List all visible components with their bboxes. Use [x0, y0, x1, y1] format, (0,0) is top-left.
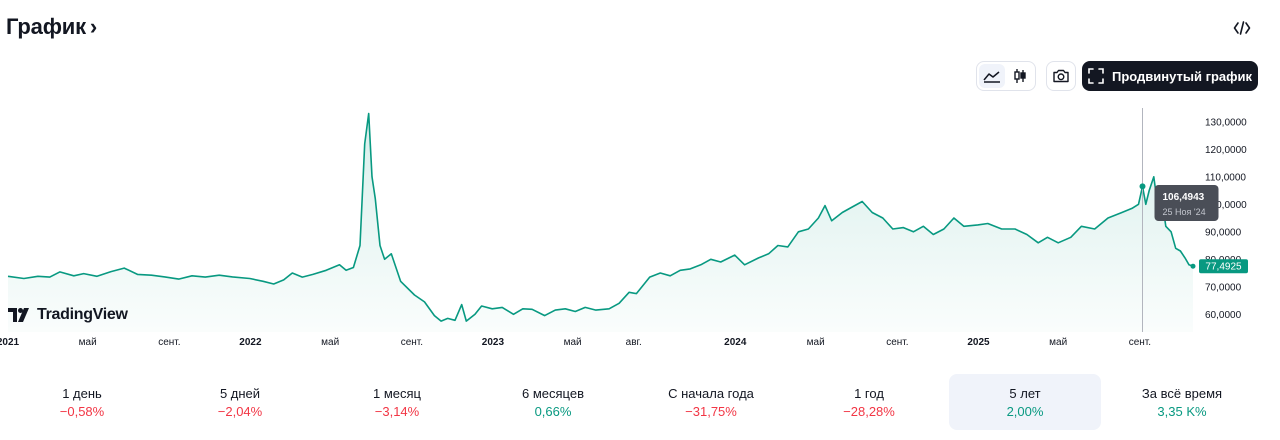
price-area-fill — [8, 113, 1193, 332]
period-label: 5 дней — [219, 386, 261, 401]
x-tick-label: сент. — [886, 337, 908, 348]
last-value-box — [1199, 259, 1248, 274]
x-tick-label: май — [564, 337, 582, 348]
tradingview-logo-icon — [8, 308, 29, 322]
x-tick-label: май — [79, 337, 97, 348]
x-tick-label: 2024 — [724, 337, 747, 348]
period-change: −2,04% — [217, 404, 263, 419]
x-tick-label: май — [1049, 337, 1067, 348]
area-chart-button[interactable] — [979, 64, 1005, 88]
period-tab[interactable]: 6 месяцев 0,66% — [477, 374, 629, 430]
x-tick-label: 2021 — [0, 337, 20, 348]
code-embed-icon — [1233, 21, 1251, 35]
tradingview-logo-text: TradingView — [37, 306, 128, 323]
period-label: 1 месяц — [373, 386, 421, 401]
period-label: 5 лет — [1009, 386, 1041, 401]
camera-icon — [1053, 69, 1069, 83]
period-change: 0,66% — [534, 404, 572, 419]
x-tick-label: 2022 — [239, 337, 262, 348]
y-tick-label: 60,0000 — [1205, 310, 1242, 321]
x-tick-label: авг. — [626, 337, 642, 348]
price-line-path — [7, 112, 1194, 322]
period-label: 6 месяцев — [522, 386, 584, 401]
chart-title-text: График — [6, 14, 86, 39]
tooltip-value: 106,4943 — [1163, 192, 1205, 203]
last-value-text: 77,4925 — [1205, 262, 1242, 273]
x-tick-label: 2023 — [482, 337, 505, 348]
crosshair: 106,4943 25 Ноя '24 — [1139, 108, 1219, 332]
period-tab[interactable]: 5 дней −2,04% — [164, 374, 316, 430]
period-label: 1 день — [62, 386, 102, 401]
candlestick-icon — [1014, 69, 1026, 83]
period-label: За всё время — [1141, 386, 1223, 401]
period-change: −3,14% — [374, 404, 420, 419]
area-fill-path — [8, 113, 1193, 332]
price-chart[interactable]: 60,000070,000080,000090,0000100,0000110,… — [0, 100, 1280, 355]
period-tab[interactable]: 1 день −0,58% — [6, 374, 158, 430]
period-change: −28,28% — [843, 404, 895, 419]
crosshair-point — [1139, 183, 1146, 190]
x-tick-label: сент. — [401, 337, 423, 348]
period-change: −0,58% — [59, 404, 105, 419]
chart-type-switch — [976, 61, 1036, 91]
period-change: 3,35 K% — [1157, 404, 1207, 419]
area-chart-icon — [983, 71, 1000, 83]
x-tick-label: май — [807, 337, 825, 348]
candlestick-chart-button[interactable] — [1007, 64, 1033, 88]
x-tick-label: 2025 — [967, 337, 990, 348]
period-label: 1 год — [854, 386, 884, 401]
period-label: С начала года — [668, 386, 754, 401]
y-tick-label: 100,0000 — [1205, 200, 1247, 211]
y-tick-label: 120,0000 — [1205, 145, 1247, 156]
period-tab[interactable]: 1 год −28,28% — [793, 374, 945, 430]
period-tab[interactable]: 1 месяц −3,14% — [321, 374, 473, 430]
advanced-chart-label: Продвинутый график — [1111, 68, 1253, 84]
y-tick-label: 70,0000 — [1205, 282, 1242, 293]
tooltip-date: 25 Ноя '24 — [1163, 207, 1206, 217]
x-tick-label: май — [321, 337, 339, 348]
x-tick-label: сент. — [1129, 337, 1151, 348]
fullscreen-icon — [1088, 68, 1104, 84]
y-tick-label: 90,0000 — [1205, 227, 1242, 238]
x-tick-label: сент. — [158, 337, 180, 348]
tooltip-box — [1154, 185, 1219, 221]
period-selector: 1 день −0,58% 5 дней −2,04% 1 месяц −3,14% 6 м… — [0, 374, 1280, 430]
chart-toolbar — [976, 61, 1076, 91]
advanced-chart-button[interactable]: Продвинутый график — [1082, 61, 1258, 91]
y-tick-label: 130,0000 — [1205, 117, 1247, 128]
chevron-right-icon: › — [89, 14, 98, 39]
last-value-badge: 77,4925 — [1190, 259, 1248, 274]
chart-title[interactable]: График › — [6, 14, 97, 40]
period-tab[interactable]: 5 лет 2,00% — [949, 374, 1101, 430]
last-point — [1190, 263, 1196, 269]
code-embed-button[interactable] — [1228, 14, 1256, 42]
period-change: −31,75% — [685, 404, 737, 419]
tradingview-logo: TradingView — [8, 306, 128, 324]
screenshot-button[interactable] — [1046, 61, 1076, 91]
price-line — [7, 112, 1194, 322]
period-tab[interactable]: За всё время 3,35 K% — [1106, 374, 1258, 430]
y-tick-label: 110,0000 — [1205, 172, 1246, 183]
x-axis: 2021 май сент. 2022 май сент. 2023 май авг. 2024 м… — [0, 337, 1151, 348]
period-change: 2,00% — [1006, 404, 1044, 419]
period-tab[interactable]: С начала года −31,75% — [635, 374, 787, 430]
